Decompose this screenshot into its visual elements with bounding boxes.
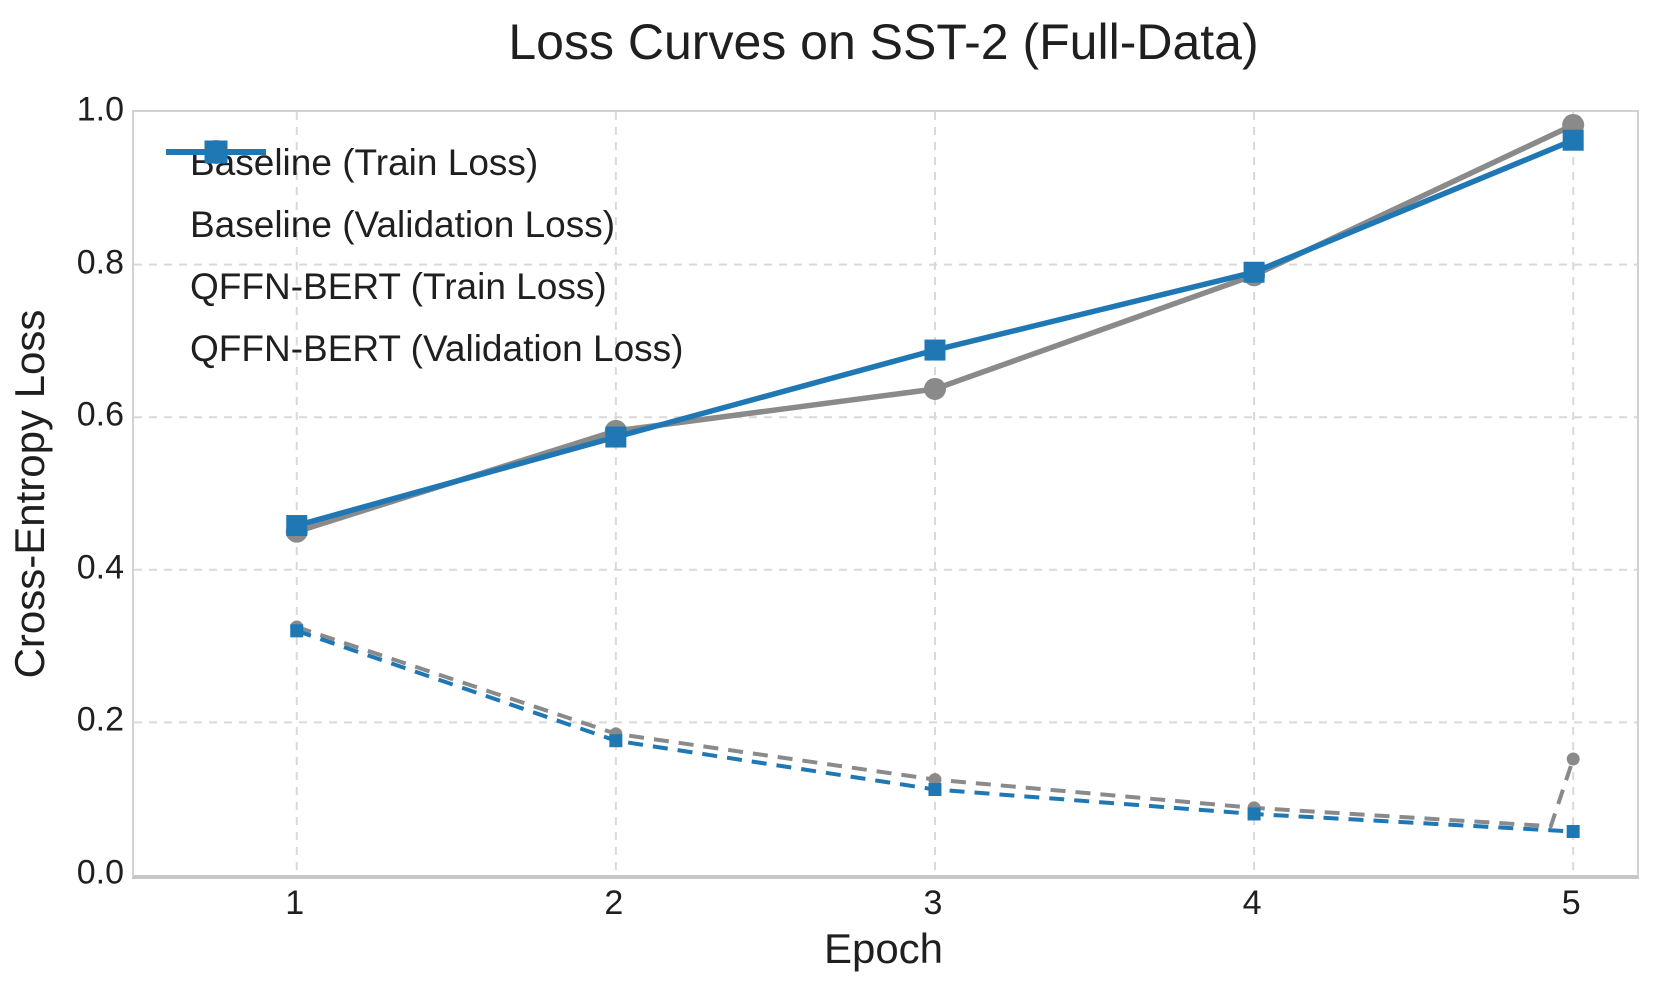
- legend-label: QFFN-BERT (Validation Loss): [190, 328, 684, 369]
- marker-qffn-val: [1243, 261, 1265, 283]
- x-tick-label: 5: [1561, 884, 1581, 922]
- x-tick-label: 4: [1242, 884, 1262, 922]
- y-tick-label: 0.6: [76, 395, 124, 434]
- x-tick-label: 1: [285, 884, 305, 922]
- marker-qffn-val: [1562, 129, 1584, 151]
- marker-qffn-train: [609, 734, 623, 748]
- x-tick-label: 2: [604, 884, 624, 922]
- series-line-baseline-train: [296, 625, 1576, 829]
- y-tick-label: 0.4: [76, 548, 124, 587]
- chart-title: Loss Curves on SST-2 (Full-Data): [508, 14, 1259, 70]
- y-tick-label: 0.2: [76, 700, 124, 739]
- legend-label: Baseline (Train Loss): [190, 142, 539, 183]
- plot-canvas: [134, 112, 1637, 875]
- marker-baseline-train: [1566, 752, 1580, 766]
- legend-sample-square-icon: [166, 140, 266, 164]
- marker-qffn-val: [286, 515, 308, 537]
- plot-area: Baseline (Train Loss) Baseline (Validatio…: [132, 110, 1639, 879]
- x-axis-label: Epoch: [823, 925, 944, 972]
- legend-item-baseline-val: Baseline (Validation Loss): [164, 140, 683, 256]
- legend-label: QFFN-BERT (Train Loss): [190, 266, 607, 307]
- marker-qffn-train: [290, 624, 304, 638]
- y-axis-ticks: 0.0 0.2 0.4 0.6 0.8 1.0: [0, 91, 124, 892]
- marker-qffn-train: [928, 783, 942, 797]
- legend-label: Baseline (Validation Loss): [190, 204, 616, 245]
- legend-item-qffn-train: QFFN-BERT (Train Loss): [164, 144, 683, 318]
- marker-baseline-val: [923, 377, 946, 400]
- legend: Baseline (Train Loss) Baseline (Validatio…: [164, 132, 683, 380]
- x-tick-label: 3: [923, 884, 943, 922]
- marker-qffn-val: [924, 339, 946, 361]
- y-tick-label: 0.8: [76, 243, 124, 282]
- y-tick-label: 1.0: [76, 90, 124, 129]
- y-tick-label: 0.0: [76, 853, 124, 892]
- marker-qffn-val: [605, 426, 627, 448]
- marker-qffn-train: [1247, 807, 1261, 821]
- x-axis-ticks: 1 2 3 4 5: [132, 884, 1635, 924]
- legend-item-qffn-val: QFFN-BERT (Validation Loss): [164, 140, 684, 380]
- marker-baseline-train: [928, 773, 942, 787]
- marker-qffn-train: [1566, 825, 1580, 839]
